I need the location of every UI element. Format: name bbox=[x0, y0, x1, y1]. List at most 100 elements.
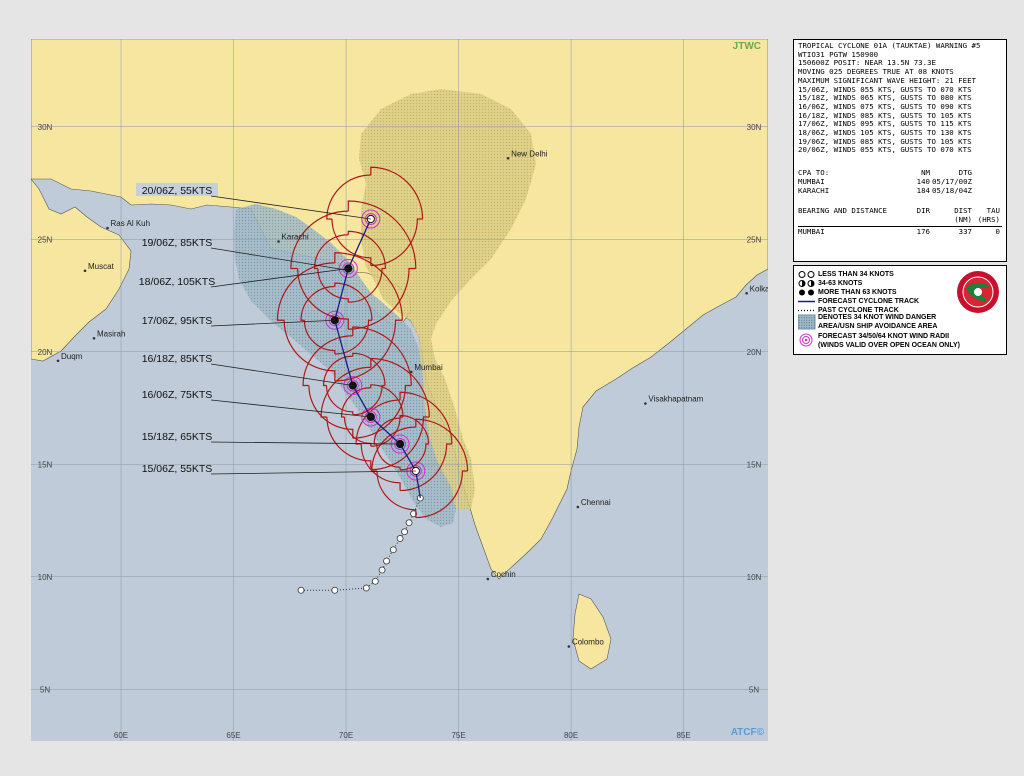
warning-line: MAXIMUM SIGNIFICANT WAVE HEIGHT: 21 FEET bbox=[798, 75, 976, 85]
cpa-city: MUMBAI bbox=[798, 176, 825, 186]
place-dot bbox=[277, 240, 280, 243]
place-label: Ras Al Kuh bbox=[111, 219, 151, 228]
past-track-line bbox=[301, 497, 421, 591]
danger-area-land bbox=[359, 89, 536, 509]
forecast-label: 15/06Z, 55KTS bbox=[142, 463, 416, 475]
jtwc-seal-icon bbox=[956, 270, 1000, 314]
filled-circle-icon bbox=[798, 287, 818, 297]
forecast-label-bg bbox=[136, 183, 218, 196]
lon-label: 80E bbox=[564, 731, 578, 740]
forecast-label: 20/06Z, 55KTS bbox=[136, 183, 371, 220]
warning-line: 16/18Z, WINDS 085 KTS, GUSTS TO 105 KTS bbox=[798, 110, 972, 120]
forecast-label-text: 15/18Z, 65KTS bbox=[142, 431, 213, 443]
cpa-row: KARACHI 184 05/18/04Z bbox=[798, 186, 1002, 196]
wind-radius-ring bbox=[276, 252, 403, 382]
forecast-label: 17/06Z, 95KTS bbox=[142, 315, 335, 327]
place-dot bbox=[92, 336, 96, 340]
lon-label: 75E bbox=[451, 731, 465, 740]
place-dot bbox=[644, 402, 647, 405]
wind-radius-ring bbox=[355, 391, 453, 492]
past-position-marker bbox=[378, 566, 386, 574]
arabia-landmass bbox=[31, 39, 132, 362]
graticule bbox=[31, 39, 768, 741]
place-dot bbox=[567, 645, 571, 648]
bearing-sub-3: (HRS) bbox=[977, 214, 1000, 224]
forecast-label: 18/06Z, 105KTS bbox=[139, 268, 349, 288]
wind-radii bbox=[276, 166, 469, 519]
agency-bottom-label: ATCF© bbox=[731, 727, 765, 738]
wind-radii-icon bbox=[798, 333, 818, 349]
place-labels: Ras Al Kuh Muscat Masirah Duqm Karachi New De… bbox=[56, 149, 768, 648]
place-dot bbox=[576, 505, 580, 509]
warning-line: 16/06Z, WINDS 075 KTS, GUSTS TO 090 KTS bbox=[798, 101, 972, 111]
place-label: Cochin bbox=[491, 570, 516, 579]
warning-line: MOVING 025 DEGREES TRUE AT 08 KNOTS bbox=[798, 67, 954, 77]
warning-line: 19/06Z, WINDS 085 KTS, GUSTS TO 105 KTS bbox=[798, 136, 972, 146]
lat-label-right: 30N bbox=[747, 123, 762, 132]
forecast-label-leader bbox=[210, 399, 371, 418]
place-dot bbox=[486, 577, 490, 581]
half-circle-icon bbox=[798, 278, 818, 288]
legend-box: LESS THAN 34 KNOTS 34-63 KNOTS MORE THAN… bbox=[793, 265, 1007, 355]
place-dot bbox=[410, 370, 413, 374]
bearing-header-0: BEARING AND DISTANCE bbox=[798, 206, 887, 216]
forecast-labels: 15/06Z, 55KTS 15/18Z, 65KTS 16/06Z, 75KTS 1… bbox=[136, 183, 416, 475]
wind-radius-ring bbox=[373, 414, 430, 471]
lat-label-right: 25N bbox=[747, 235, 762, 244]
forecast-label-text: 16/18Z, 85KTS bbox=[142, 353, 213, 365]
bearing-subheader: (NM) (HRS) bbox=[798, 214, 1002, 225]
cpa-header-1: NM bbox=[921, 168, 930, 178]
lat-label-left: 20N bbox=[38, 348, 53, 357]
warning-lines: TROPICAL CYCLONE 01A (TAUKTAE) WARNING #… bbox=[798, 41, 1002, 155]
bearing-header: BEARING AND DISTANCE DIR DIST TAU bbox=[798, 207, 1002, 216]
forecast-label: 16/06Z, 75KTS bbox=[142, 389, 371, 418]
legend-34-63: 34-63 KNOTS bbox=[798, 278, 862, 288]
past-position-marker bbox=[405, 519, 413, 527]
cpa-dtg: 05/17/00Z bbox=[931, 176, 972, 186]
bearing-city: MUMBAI bbox=[798, 226, 825, 236]
lat-label-left: 15N bbox=[38, 460, 53, 469]
place-label: Colombo bbox=[572, 638, 605, 647]
place-label: Visakhapatnam bbox=[648, 395, 703, 404]
wind-radii-64 bbox=[338, 259, 358, 278]
past-position-marker bbox=[396, 535, 404, 542]
forecast-label-leader bbox=[210, 441, 401, 445]
forecast-label: 19/06Z, 85KTS bbox=[142, 237, 351, 272]
agency-top-label: JTWC bbox=[733, 41, 761, 52]
bearing-header-3: TAU bbox=[986, 206, 1000, 216]
lat-label-left: 5N bbox=[40, 685, 50, 694]
forecast-label: 15/18Z, 65KTS bbox=[142, 431, 401, 445]
lat-label-left: 25N bbox=[38, 235, 53, 244]
wind-radii-50 bbox=[364, 213, 377, 225]
forecast-map: 15/06Z, 55KTS 15/18Z, 65KTS 16/06Z, 75KTS 1… bbox=[31, 39, 768, 741]
wind-radii-64 bbox=[325, 310, 345, 330]
place-label: Muscat bbox=[88, 262, 115, 271]
bearing-dir: 176 bbox=[916, 226, 930, 236]
past-position-marker bbox=[331, 586, 339, 594]
forecast-label-text: 18/06Z, 105KTS bbox=[139, 276, 215, 288]
bearing-row: MUMBAI 176 337 0 bbox=[798, 226, 1002, 237]
lon-label: 85E bbox=[676, 731, 690, 740]
warning-line: 150600Z POSIT: NEAR 13.5N 73.3E bbox=[798, 58, 936, 68]
wind-radii-50 bbox=[364, 411, 377, 423]
place-label: Chennai bbox=[581, 498, 611, 507]
past-position-marker bbox=[297, 586, 305, 594]
forecast-label-leader bbox=[210, 470, 416, 475]
past-position-marker bbox=[371, 577, 379, 585]
lon-label: 60E bbox=[114, 731, 128, 740]
wind-radius-ring bbox=[300, 282, 373, 355]
legend-forecast-track: FORECAST CYCLONE TRACK bbox=[798, 296, 919, 306]
past-position-marker bbox=[401, 528, 408, 536]
past-position-marker bbox=[362, 584, 370, 592]
sri-lanka bbox=[572, 593, 612, 670]
place-label: Mumbai bbox=[414, 363, 443, 372]
lat-label-right: 5N bbox=[749, 685, 759, 694]
place-label: Kolka bbox=[750, 284, 768, 293]
place-dot bbox=[56, 359, 60, 363]
lat-label-left: 10N bbox=[38, 573, 53, 582]
warning-info-box: TROPICAL CYCLONE 01A (TAUKTAE) WARNING #… bbox=[793, 39, 1007, 262]
cpa-nm: 140 bbox=[916, 176, 930, 186]
wind-radii-50 bbox=[346, 379, 359, 392]
forecast-label-text: 15/06Z, 55KTS bbox=[142, 463, 213, 475]
open-circle-icon bbox=[798, 269, 818, 279]
